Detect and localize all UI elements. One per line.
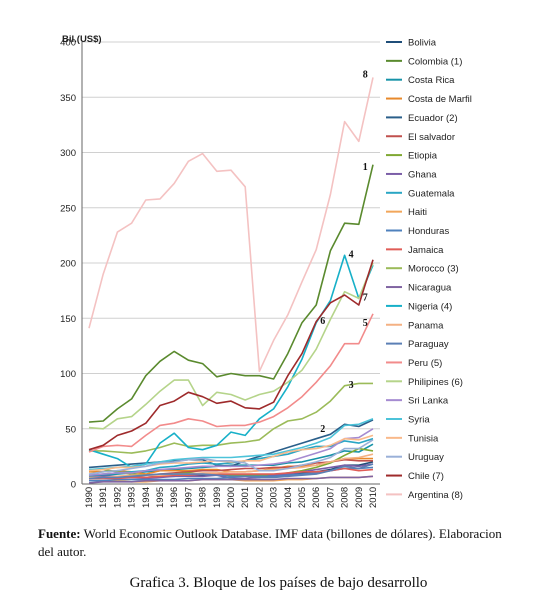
x-tick-label: 2002 [254,487,265,508]
x-tick-label: 2001 [240,487,251,508]
legend-label: Philipines (6) [408,377,463,388]
source-note: Fuente: World Economic Outlook Database.… [38,525,518,561]
series-line-19 [88,428,374,476]
legend-label: Peru (5) [408,358,442,369]
y-tick-label: 150 [60,314,76,325]
x-tick-label: 1995 [155,487,166,508]
x-tick-label: 1993 [127,487,138,508]
legend-label: Costa de Marfil [408,94,472,105]
y-tick-label: 400 [60,38,76,49]
x-tick-label: 2003 [269,487,280,508]
x-tick-label: 2005 [297,487,308,508]
legend-label: Morocco (3) [408,264,459,275]
x-tick-label: 2009 [354,487,365,508]
legend-label: Haiti [408,207,427,218]
x-axis-ticks: 1990 1991 1992 1993 1994 1995 1996 1997 1998 1999… [84,487,379,508]
x-tick-label: 1998 [198,487,209,508]
y-tick-label: 300 [60,148,76,159]
x-tick-label: 2008 [340,487,351,508]
legend-label: Tunisia [408,433,439,444]
series-line-23 [88,259,374,451]
series-line-20 [88,418,374,471]
x-tick-label: 2004 [283,487,294,508]
series-line-16 [88,463,374,480]
legend-label: Sri Lanka [408,396,449,407]
annotations: 8 1 4 7 6 5 3 2 [320,69,368,435]
x-tick-label: 1996 [169,487,180,508]
series-line-12 [89,382,373,454]
annotation-label: 2 [320,424,325,435]
series-line-13 [88,475,374,484]
x-tick-label: 2010 [368,487,379,508]
x-tick-label: 2007 [325,487,336,508]
annotation-label: 7 [363,293,368,304]
series-line-18 [88,262,374,430]
y-tick-label: 0 [71,480,76,491]
legend-label: Argentina (8) [408,490,463,501]
x-tick-label: 1994 [141,487,152,508]
legend-label: Guatemala [408,188,455,199]
annotation-label: 1 [363,162,368,173]
legend-label: Nicaragua [408,283,452,294]
y-tick-label: 250 [60,203,76,214]
series-lines [88,77,374,484]
legend-label: Honduras [408,226,449,237]
legend-label: Etiopia [408,151,438,162]
legend: Bolivia Colombia (1) Costa Rica Costa de Ma… [386,38,472,501]
x-tick-label: 2000 [226,487,237,508]
source-lead: Fuente: [38,526,81,541]
series-line-24 [88,77,374,373]
series-line-22 [88,439,374,475]
annotation-label: 4 [349,249,354,260]
legend-label: Chile (7) [408,471,444,482]
y-tick-label: 100 [60,369,76,380]
legend-label: Bolivia [408,38,437,49]
legend-label: Nigeria (4) [408,301,452,312]
series-line-17 [88,313,374,453]
legend-label: Panama [408,320,444,331]
grid-lines [82,41,380,485]
x-tick-label: 1991 [98,487,109,508]
y-tick-label: 200 [60,259,76,270]
x-tick-label: 1990 [84,487,95,508]
y-axis-ticks: 0 50 100 150 200 250 300 350 400 [60,38,76,491]
annotation-label: 6 [320,316,325,327]
x-tick-label: 1997 [183,487,194,508]
x-tick-label: 1992 [112,487,123,508]
x-tick-label: 1999 [212,487,223,508]
y-tick-label: 350 [60,93,76,104]
series-line-1 [88,164,374,423]
legend-label: El salvador [408,132,455,143]
annotation-label: 5 [363,318,368,329]
series-line-14 [88,254,374,469]
y-axis-label: Bil.(US$) [62,34,102,45]
legend-label: Ecuador (2) [408,113,458,124]
legend-label: Uruguay [408,452,444,463]
legend-label: Syria [408,415,430,426]
legend-label: Paraguay [408,339,449,350]
x-tick-label: 2006 [311,487,322,508]
legend-label: Jamaica [408,245,444,256]
legend-label: Costa Rica [408,75,455,86]
figure-caption: Grafica 3. Bloque de los países de bajo … [129,575,428,591]
annotation-label: 8 [363,69,368,80]
axes [81,42,380,485]
legend-label: Ghana [408,169,437,180]
annotation-label: 3 [349,380,354,391]
source-text: World Economic Outlook Database. IMF dat… [38,526,502,559]
legend-label: Colombia (1) [408,56,462,67]
y-tick-label: 50 [65,424,76,435]
